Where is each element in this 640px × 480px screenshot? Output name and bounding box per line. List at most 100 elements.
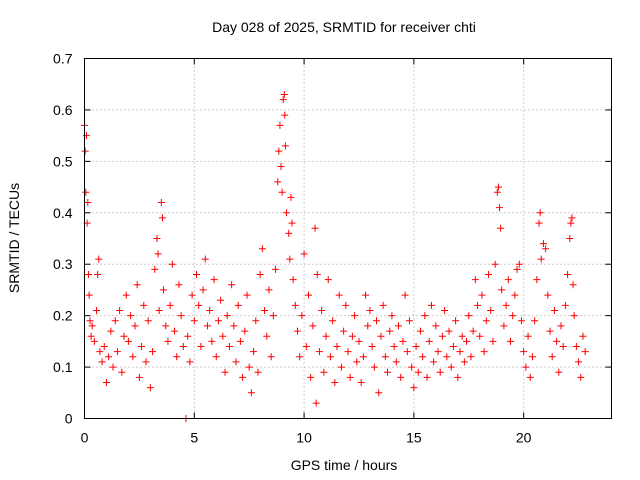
data-point — [87, 332, 95, 340]
data-point — [568, 214, 576, 222]
data-point — [164, 337, 172, 345]
data-point — [522, 363, 530, 371]
data-point — [158, 214, 166, 222]
axis-ticks — [84, 58, 612, 419]
data-point — [84, 199, 92, 206]
data-point — [333, 343, 341, 350]
data-point — [177, 312, 185, 320]
data-point — [107, 327, 115, 335]
data-point — [476, 332, 484, 340]
data-point — [537, 255, 545, 263]
tick-labels: 0 0.1 0.2 0.3 0.4 0.5 0.6 0.7 0 5 10 15 20 — [53, 51, 532, 446]
data-point — [550, 307, 558, 314]
x-tick-label: 10 — [296, 430, 312, 446]
data-point — [447, 363, 455, 371]
data-point — [201, 255, 209, 263]
data-point — [186, 358, 194, 366]
data-point — [373, 317, 381, 325]
data-point — [469, 327, 477, 335]
data-point — [344, 348, 352, 356]
data-point — [155, 307, 163, 314]
data-point — [280, 91, 288, 98]
data-point — [478, 291, 486, 299]
data-point — [506, 337, 514, 345]
data-point — [482, 317, 490, 325]
data-point — [386, 327, 394, 335]
data-point — [489, 337, 497, 345]
data-point — [263, 332, 271, 340]
data-point — [324, 276, 332, 284]
grid — [84, 58, 612, 419]
data-point — [228, 281, 236, 289]
data-point — [82, 188, 90, 196]
data-point — [272, 265, 280, 273]
data-point — [465, 312, 473, 320]
data-point — [109, 363, 117, 371]
data-point — [366, 307, 374, 314]
data-point — [335, 291, 343, 299]
data-point — [436, 368, 444, 376]
data-point — [357, 379, 365, 386]
data-point — [142, 358, 150, 366]
data-point — [497, 224, 505, 232]
data-point — [579, 332, 587, 340]
data-point — [307, 373, 315, 381]
data-point — [127, 312, 135, 320]
data-point — [149, 348, 157, 356]
y-axis-title: SRMTID / TECUs — [6, 183, 22, 293]
data-point — [337, 363, 345, 371]
data-point — [463, 337, 471, 345]
data-point — [206, 307, 214, 314]
data-point — [487, 307, 495, 314]
data-point — [526, 373, 534, 381]
data-point — [408, 363, 416, 371]
data-point — [320, 368, 328, 376]
data-point — [208, 337, 216, 345]
data-point — [438, 332, 446, 340]
data-point — [281, 142, 289, 150]
data-point — [230, 322, 238, 330]
data-point — [340, 327, 348, 335]
data-point — [138, 343, 146, 350]
data-point — [219, 332, 227, 340]
data-point — [460, 358, 468, 366]
data-point — [454, 373, 462, 381]
data-point — [245, 363, 253, 371]
data-point — [254, 368, 262, 376]
data-point — [135, 373, 143, 381]
data-point — [131, 322, 139, 330]
data-point — [322, 332, 330, 340]
data-point — [258, 245, 266, 253]
data-point — [267, 353, 275, 361]
y-tick-label: 0.2 — [53, 308, 73, 324]
data-point — [105, 353, 113, 361]
data-point — [403, 348, 411, 356]
data-point — [96, 348, 104, 356]
data-point — [491, 260, 499, 268]
data-point — [302, 343, 310, 350]
data-point — [542, 245, 550, 253]
x-tick-label: 20 — [516, 430, 532, 446]
data-point — [157, 199, 165, 206]
data-point — [300, 250, 308, 258]
x-axis-title: GPS time / hours — [291, 457, 398, 473]
data-point — [410, 384, 418, 392]
data-point — [392, 358, 400, 366]
data-point — [210, 276, 218, 284]
data-point — [548, 353, 556, 361]
x-tick-label: 15 — [406, 430, 422, 446]
data-point — [381, 353, 389, 361]
data-point — [144, 317, 152, 325]
data-point — [221, 368, 229, 376]
data-point — [351, 312, 359, 320]
data-point — [236, 337, 244, 345]
data-point — [569, 281, 577, 289]
data-point — [480, 348, 488, 356]
data-point — [133, 281, 141, 289]
data-point — [283, 209, 291, 217]
data-point — [199, 286, 207, 294]
data-point — [388, 312, 396, 320]
data-point — [474, 301, 482, 309]
data-point — [544, 291, 552, 299]
data-point — [281, 111, 289, 119]
